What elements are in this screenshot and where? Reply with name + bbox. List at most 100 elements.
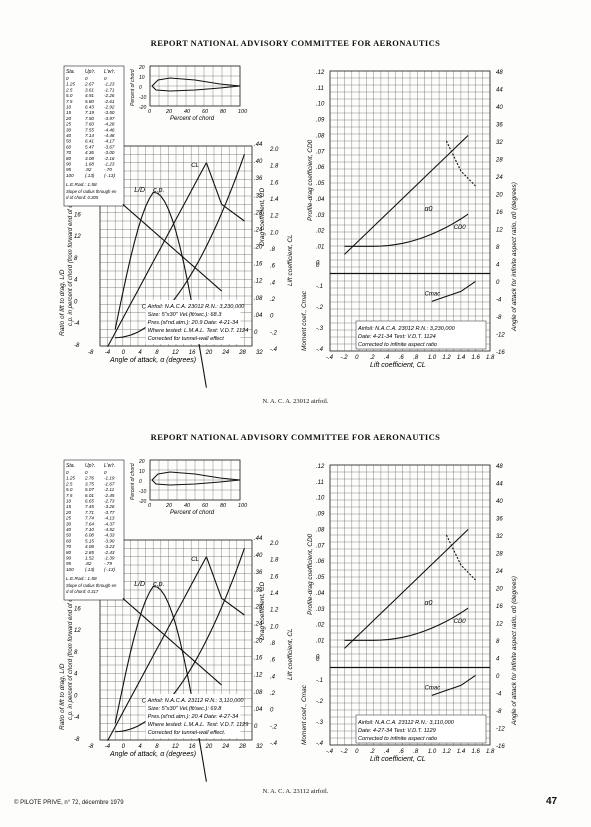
alpha0-tick-label: 12 bbox=[496, 228, 503, 234]
ordinate-cell: 5.80 bbox=[85, 99, 94, 104]
ordinate-cell: 6.08 bbox=[85, 533, 94, 538]
cdo-tick-label: .06 bbox=[316, 559, 325, 565]
cd-curve bbox=[115, 548, 245, 733]
cl-tick-label: 1.4 bbox=[270, 197, 279, 203]
cdo-curve bbox=[344, 213, 469, 247]
cd-tick-label: .20 bbox=[254, 639, 263, 645]
alpha0-tick-label: 28 bbox=[495, 552, 503, 558]
cl-x-tick: .6 bbox=[399, 355, 405, 361]
ordinate-cell: -3.77 bbox=[104, 510, 115, 515]
alpha-axis-label: Angle of attack, α (degrees) bbox=[109, 357, 196, 364]
cl-x-tick: .4 bbox=[384, 749, 390, 755]
slope-label: Slope of radius through en bbox=[66, 583, 117, 588]
ld-tick-label: 0 bbox=[74, 693, 78, 699]
ordinate-cell: 1.25 bbox=[66, 82, 75, 87]
cd-tick-label: .28 bbox=[254, 604, 263, 610]
ordinate-cell: -.79 bbox=[104, 561, 112, 566]
cdo-curve-label: CD0 bbox=[454, 619, 467, 625]
cl-tick-label: 2.0 bbox=[269, 541, 279, 547]
ordinate-cell: 30 bbox=[66, 521, 72, 526]
cl-curve-post-stall bbox=[205, 556, 245, 616]
cdo-tick-label: .03 bbox=[316, 213, 325, 219]
cl-x-tick: .4 bbox=[384, 355, 390, 361]
alpha0-tick-label: -8 bbox=[496, 315, 502, 321]
alpha0-tick-label: 16 bbox=[496, 210, 503, 216]
slope-label-2: d of chord: 0.305 bbox=[66, 195, 99, 200]
alpha0-curve bbox=[344, 529, 469, 649]
ordinate-cell: 6.65 bbox=[85, 499, 94, 504]
section-x-label: Percent of chord bbox=[170, 510, 215, 516]
section-x-tick: 80 bbox=[220, 503, 227, 509]
ordinate-cell: 30 bbox=[66, 127, 72, 132]
ordinate-cell: 7.19 bbox=[85, 110, 94, 115]
ordinate-cell: 7.5 bbox=[66, 493, 73, 498]
ordinate-cell: -.70 bbox=[104, 167, 112, 172]
cm-tick-label: -.4 bbox=[316, 347, 324, 353]
right-x-label: Lift coefficient, CL bbox=[370, 362, 426, 369]
cd-tick-label: .16 bbox=[254, 656, 263, 662]
alpha-tick-label: 16 bbox=[189, 350, 196, 356]
alpha0-tick-label: 8 bbox=[496, 639, 500, 645]
alpha0-tick-label: 24 bbox=[495, 569, 503, 575]
ordinate-header: Up'r. bbox=[85, 69, 95, 75]
ordinate-cell: 70 bbox=[66, 150, 72, 155]
slope-label-2: d of chord: 0.317 bbox=[66, 589, 99, 594]
cp-curve-label: c.p. bbox=[153, 581, 164, 588]
ordinate-cell: 50 bbox=[66, 139, 72, 144]
cm-curve-label: Cmac bbox=[425, 685, 441, 691]
ordinate-cell: 60 bbox=[66, 144, 72, 149]
left-info-line: Corrected for tunnel-wall effect. bbox=[148, 730, 226, 736]
cl-tick-label: .2 bbox=[270, 691, 276, 697]
cl-x-tick: .8 bbox=[413, 749, 419, 755]
cd-tick-label: .24 bbox=[254, 621, 263, 627]
alpha-tick-label: 28 bbox=[238, 744, 246, 750]
right-info-frame bbox=[355, 320, 487, 350]
ordinate-cell: 2.5 bbox=[65, 481, 73, 486]
alpha0-tick-label: 20 bbox=[495, 193, 503, 199]
cm-stall-branch bbox=[431, 280, 476, 302]
ordinate-cell: 50 bbox=[66, 533, 72, 538]
alpha0-tick-label: 48 bbox=[496, 464, 503, 470]
ordinate-cell: 7.10 bbox=[85, 527, 94, 532]
alpha-tick-label: 12 bbox=[172, 350, 179, 356]
ld-tick-label: -4 bbox=[74, 321, 80, 327]
ordinate-cell: -3.67 bbox=[104, 144, 115, 149]
cdo-stall-branch bbox=[445, 140, 476, 187]
cl-x-tick: 0 bbox=[355, 355, 359, 361]
right-info-line: Corrected to infinite aspect ratio bbox=[358, 342, 437, 348]
cd-tick-label: .12 bbox=[254, 279, 263, 285]
cd-axis-label: Drag coefficient, CD bbox=[259, 188, 266, 246]
cd-tick-label: .08 bbox=[254, 690, 263, 696]
alpha0-tick-label: -12 bbox=[496, 727, 505, 733]
ordinate-header: Up'r. bbox=[85, 463, 95, 469]
cdo-tick-label: .12 bbox=[316, 464, 325, 470]
alpha0-curve-label: α0 bbox=[425, 600, 433, 607]
cm-tick-label: -.2 bbox=[316, 305, 324, 311]
alpha0-tick-label: 24 bbox=[495, 175, 503, 181]
cl-tick-label: 1.6 bbox=[270, 574, 279, 580]
cl-curve-label: CL bbox=[191, 557, 199, 563]
alpha-tick-label: 16 bbox=[189, 744, 196, 750]
cl-axis-label: Lift coefficient, CL bbox=[287, 234, 294, 286]
cdo-tick-label: 0 bbox=[316, 260, 320, 266]
alpha-tick-label: 20 bbox=[205, 744, 213, 750]
ordinate-cell: 5.47 bbox=[85, 144, 94, 149]
cl-x-tick: 0 bbox=[355, 749, 359, 755]
cm-tick-label: -.1 bbox=[316, 284, 323, 290]
cdo-tick-label: .02 bbox=[316, 623, 325, 629]
right-x-label: Lift coefficient, CL bbox=[370, 756, 426, 763]
left-info-line: Corrected for tunnel-wall effect bbox=[148, 336, 225, 342]
cl-curve bbox=[107, 556, 207, 742]
ordinate-cell: 7.55 bbox=[85, 127, 94, 132]
ld-tick-label: -8 bbox=[74, 737, 80, 743]
ordinate-cell: -2.73 bbox=[104, 499, 115, 504]
alpha0-tick-label: -8 bbox=[496, 709, 502, 715]
left-info-box: Airfoil: N.A.C.A. 23012 R.N.: 3,230,000 S… bbox=[145, 300, 248, 344]
ordinate-header: Sta. bbox=[66, 69, 75, 75]
ordinate-cell: -1.67 bbox=[104, 481, 115, 486]
ordinate-cell: 3.75 bbox=[85, 481, 94, 486]
cl-x-tick: .6 bbox=[399, 749, 405, 755]
cl-x-tick: 1.6 bbox=[471, 355, 480, 361]
